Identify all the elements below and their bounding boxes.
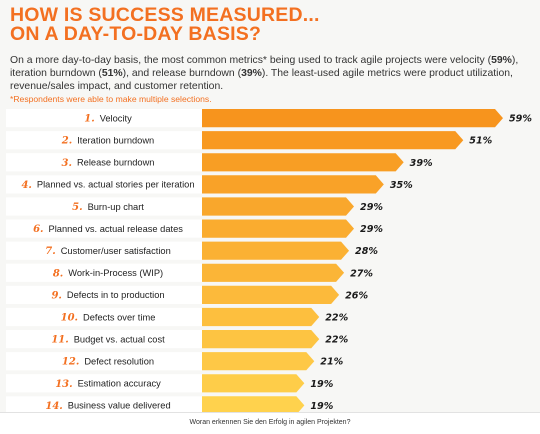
intro-velocity-value: 59% [491, 55, 512, 66]
bar [202, 330, 320, 349]
category-label-panel [6, 307, 202, 327]
value-label: 19% [310, 379, 333, 390]
category-label: Velocity [100, 113, 132, 123]
category-label: Planned vs. actual stories per iteration [37, 180, 195, 190]
footnote: *Respondents were able to make multiple … [10, 94, 212, 104]
value-label: 29% [360, 224, 383, 235]
category-label-panel [6, 263, 202, 282]
category-label-panel [6, 109, 202, 128]
bar [202, 396, 305, 412]
category-label-panel [6, 219, 202, 238]
value-label: 26% [345, 290, 368, 301]
category-label: Defect resolution [84, 357, 154, 367]
rank-number: 1. [84, 114, 94, 125]
bar [202, 374, 305, 393]
value-label: 39% [410, 158, 433, 169]
category-label: Customer/user satisfaction [61, 246, 171, 256]
value-label: 35% [390, 180, 413, 191]
bar [202, 219, 355, 238]
category-label-panel [6, 241, 202, 260]
intro-text-4: ). The least-used agile metrics were pro… [10, 68, 513, 92]
category-label-panel [6, 175, 202, 194]
page-title: HOW IS SUCCESS MEASURED... ON A DAY-TO-D… [10, 4, 530, 45]
rank-number: 14. [45, 401, 62, 412]
bar [202, 241, 350, 260]
intro-paragraph: On a more day-to-day basis, the most com… [10, 54, 535, 93]
bar [202, 153, 404, 172]
value-label: 21% [320, 357, 343, 368]
category-label: Burn-up chart [88, 202, 145, 212]
intro-release-value: 39% [241, 68, 262, 79]
bar [202, 285, 340, 304]
category-label-panel [6, 153, 202, 172]
value-label: 59% [509, 114, 532, 125]
rank-number: 2. [61, 136, 72, 147]
category-label: Planned vs. actual release dates [49, 224, 184, 234]
value-label: 19% [310, 401, 333, 412]
caption-text: Woran erkennen Sie den Erfolg in agilen … [189, 419, 351, 426]
rank-number: 10. [61, 313, 78, 324]
bar [202, 197, 355, 216]
value-label: 51% [469, 136, 492, 147]
category-label-panel [6, 197, 202, 216]
rank-number: 7. [45, 246, 55, 257]
intro-text-3: ), and release burndown ( [122, 68, 242, 79]
category-label: Business value delivered [68, 401, 171, 411]
category-label-panel [6, 131, 202, 150]
rank-number: 4. [21, 180, 31, 191]
rank-number: 8. [53, 268, 63, 279]
bar [202, 109, 503, 128]
bar [202, 352, 315, 371]
bar [202, 175, 384, 194]
rank-number: 9. [51, 290, 61, 301]
bar [202, 131, 464, 150]
rank-number: 12. [62, 357, 79, 368]
title-line-1: HOW IS SUCCESS MEASURED... [10, 4, 320, 26]
intro-text-1: On a more day-to-day basis, the most com… [10, 55, 492, 66]
value-label: 27% [350, 268, 373, 279]
category-label: Estimation accuracy [78, 379, 162, 389]
intro-iteration-value: 51% [101, 68, 123, 79]
rank-number: 6. [33, 224, 43, 235]
category-label: Defects over time [83, 312, 155, 322]
rank-number: 11. [51, 335, 68, 346]
category-label-panel [6, 352, 202, 371]
category-label-panel [6, 396, 202, 412]
category-label: Work-in-Process (WIP) [68, 268, 163, 278]
rank-number: 3. [62, 158, 72, 169]
title-line-2: ON A DAY-TO-DAY BASIS? [10, 23, 262, 45]
category-label: Iteration burndown [77, 136, 154, 146]
intro-text-2: ), iteration burndown ( [10, 55, 519, 79]
category-label-panel [6, 330, 202, 349]
category-label: Defects in to production [67, 290, 165, 300]
value-label: 28% [355, 246, 378, 257]
bar-chart: 1. Velocity 59% 2. Iteration burndown 51% 3. Re… [6, 109, 533, 412]
caption-bar: Woran erkennen Sie den Erfolg in agilen … [0, 412, 540, 434]
bar [202, 263, 345, 282]
category-label-panel [6, 374, 202, 393]
category-label: Budget vs. actual cost [74, 334, 165, 344]
rank-number: 13. [55, 379, 72, 390]
category-label: Release burndown [77, 158, 155, 168]
rank-number: 5. [72, 202, 82, 213]
value-label: 22% [325, 335, 348, 346]
value-label: 29% [360, 202, 383, 213]
value-label: 22% [325, 313, 348, 324]
category-label-panel [6, 285, 202, 304]
bar [202, 307, 320, 327]
